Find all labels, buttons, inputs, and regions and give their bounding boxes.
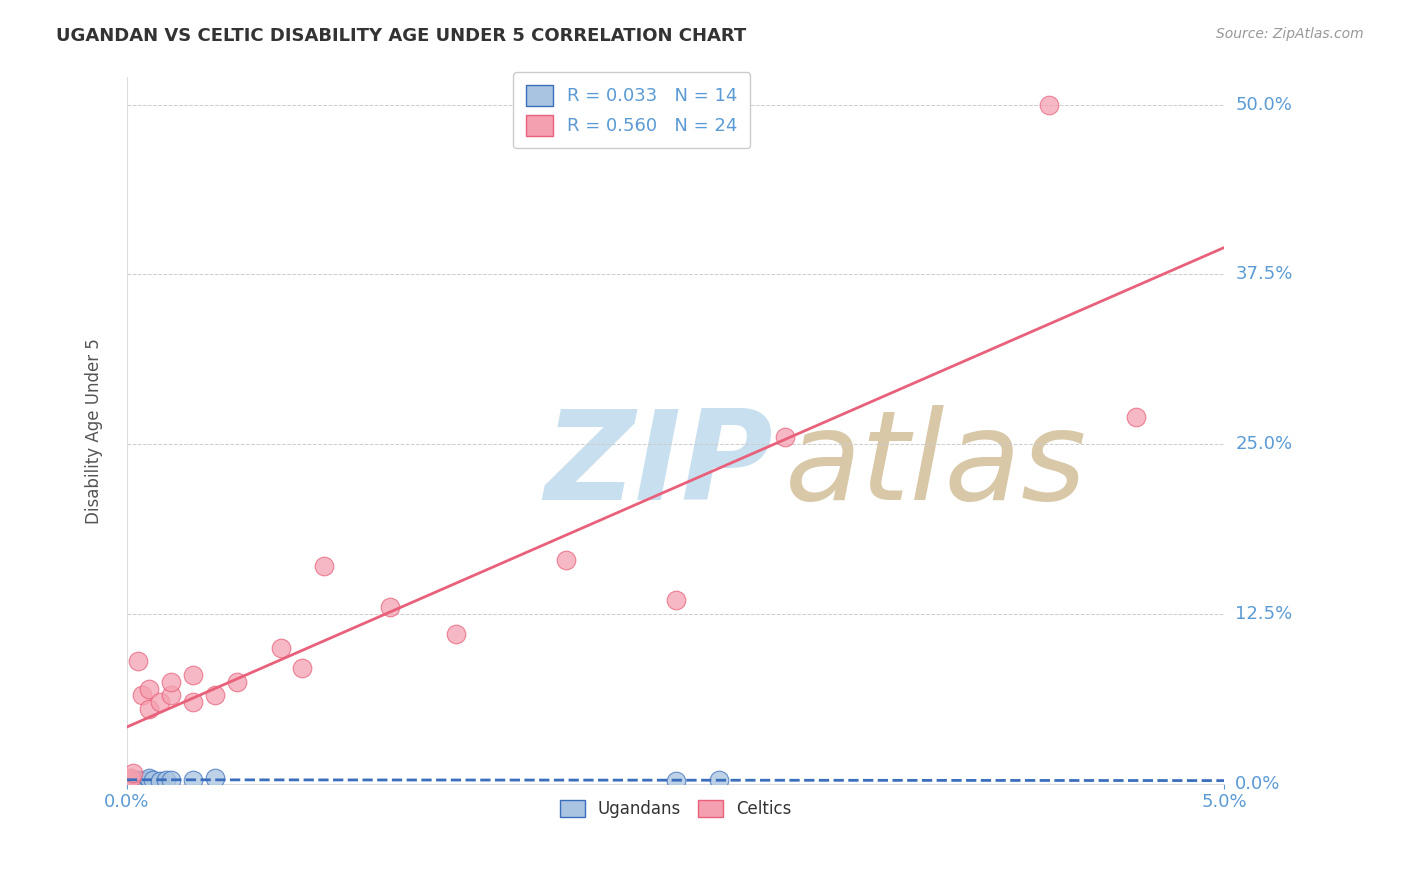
Point — [131, 689, 153, 703]
Point — [127, 772, 149, 787]
Point — [291, 661, 314, 675]
Legend: Ugandans, Celtics: Ugandans, Celtics — [553, 793, 799, 825]
Point — [270, 640, 292, 655]
Point — [120, 772, 142, 786]
Point — [554, 552, 576, 566]
Text: ZIP: ZIP — [544, 405, 772, 526]
Point — [664, 774, 686, 789]
Point — [118, 772, 141, 787]
Point — [709, 772, 731, 787]
Point — [131, 774, 153, 789]
Point — [159, 772, 181, 787]
Point — [122, 774, 145, 789]
Point — [127, 655, 149, 669]
Text: Source: ZipAtlas.com: Source: ZipAtlas.com — [1216, 27, 1364, 41]
Point — [181, 695, 204, 709]
Point — [142, 772, 165, 787]
Text: 0.0%: 0.0% — [1236, 775, 1281, 793]
Text: 50.0%: 50.0% — [1236, 95, 1292, 113]
Point — [159, 674, 181, 689]
Point — [138, 772, 160, 787]
Point — [138, 772, 160, 786]
Point — [1038, 97, 1060, 112]
Point — [181, 772, 204, 787]
Point — [181, 668, 204, 682]
Text: 37.5%: 37.5% — [1236, 266, 1292, 284]
Point — [138, 681, 160, 696]
Y-axis label: Disability Age Under 5: Disability Age Under 5 — [86, 338, 103, 524]
Point — [664, 593, 686, 607]
Point — [444, 627, 467, 641]
Text: 25.0%: 25.0% — [1236, 435, 1292, 453]
Text: UGANDAN VS CELTIC DISABILITY AGE UNDER 5 CORRELATION CHART: UGANDAN VS CELTIC DISABILITY AGE UNDER 5… — [56, 27, 747, 45]
Point — [204, 689, 226, 703]
Point — [149, 695, 172, 709]
Text: 12.5%: 12.5% — [1236, 605, 1292, 623]
Text: atlas: atlas — [785, 405, 1087, 526]
Point — [159, 689, 181, 703]
Point — [1125, 409, 1147, 424]
Point — [380, 600, 402, 615]
Point — [204, 772, 226, 786]
Point — [314, 559, 336, 574]
Point — [138, 702, 160, 716]
Point — [120, 772, 142, 787]
Point — [773, 430, 796, 444]
Point — [155, 772, 177, 787]
Point — [122, 765, 145, 780]
Point — [225, 674, 247, 689]
Point — [149, 774, 172, 789]
